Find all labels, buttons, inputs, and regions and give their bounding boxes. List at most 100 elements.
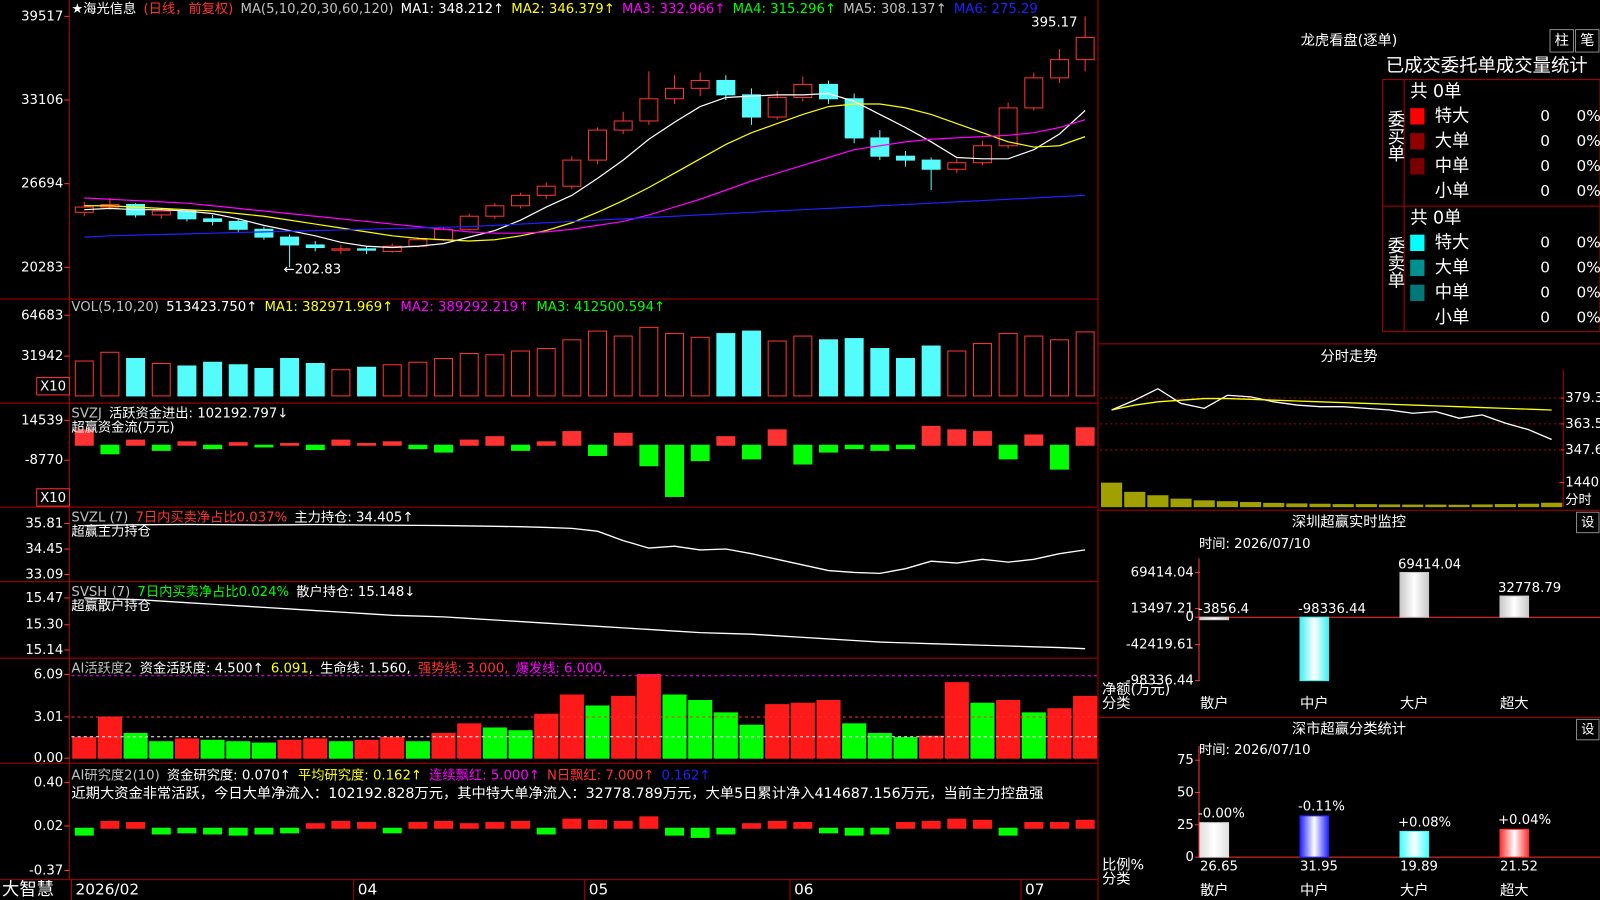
color-swatch [1410, 234, 1425, 252]
bar [485, 822, 505, 829]
y-tick-label: 15.30 [25, 618, 63, 633]
bar [844, 827, 864, 836]
bar [123, 732, 148, 759]
bar [613, 335, 633, 397]
settings-button[interactable] [1576, 718, 1600, 741]
header-item: 资金活跃度: 4.500↑ [140, 660, 264, 676]
view-button-label[interactable]: 笔 [1580, 32, 1594, 49]
candle-body [742, 94, 761, 118]
scale-note-box [36, 377, 70, 396]
bar [408, 822, 428, 829]
candle-body [331, 248, 351, 251]
price-annotation: 395.17 [1031, 15, 1077, 30]
volume-note: 分时 [1565, 492, 1592, 508]
color-swatch [1410, 108, 1425, 125]
volume-bar [1124, 491, 1146, 508]
bar [331, 439, 351, 446]
bar [405, 741, 430, 759]
bar [996, 699, 1021, 759]
header-item: MA1: 348.212↑ [401, 2, 504, 17]
candle-body [639, 98, 659, 122]
bar [639, 444, 659, 467]
y-tick-label: -42419.61 [1126, 638, 1194, 653]
header-item: 平均研究度: 0.162↑ [298, 768, 422, 784]
bar [434, 820, 454, 829]
bar [536, 441, 556, 446]
x-tick-label: 散户 [1200, 882, 1229, 899]
bar [921, 425, 941, 446]
bar [228, 827, 248, 836]
bar [947, 429, 967, 446]
change-label: +0.04% [1498, 813, 1551, 828]
view-button[interactable] [1575, 29, 1600, 53]
header-item: MA5: 308.137↑ [843, 2, 947, 17]
header-item: N日飘红: 7.000↑ [547, 768, 654, 784]
header-item: VOL(5,10,20) [71, 300, 159, 315]
settings-button-label[interactable]: 设 [1581, 514, 1594, 530]
bar [998, 444, 1018, 460]
bar [844, 444, 864, 450]
bar [485, 354, 505, 397]
bar [151, 362, 171, 397]
value-label: -3856.4 [1198, 602, 1249, 617]
row-percent: 0% [1577, 157, 1600, 175]
panel-subtitle: 超赢资金流(万元) [71, 419, 174, 436]
bar [331, 820, 351, 829]
settings-button[interactable] [1576, 511, 1600, 534]
value-label: 69414.04 [1398, 557, 1461, 572]
bar [511, 350, 531, 397]
bar [177, 827, 197, 834]
bar [972, 343, 992, 397]
header-item: 资金研究度: 0.070↑ [167, 768, 291, 784]
volume-bar [1378, 504, 1401, 508]
candle-body [947, 162, 967, 170]
data-line [84, 597, 1086, 650]
row-percent: 0% [1577, 182, 1600, 200]
panel-header: ★海光信息 (日线，前复权) MA(5,10,20,30,60,120) MA1: 3… [71, 0, 1037, 17]
view-button[interactable] [1549, 29, 1574, 53]
bar [1073, 695, 1098, 759]
x-tick-label: 04 [358, 880, 377, 898]
bar [1075, 331, 1095, 397]
volume-bar [1286, 503, 1308, 508]
bar [74, 429, 94, 446]
view-button-label[interactable]: 柱 [1555, 32, 1569, 49]
volume-bar [1263, 502, 1285, 508]
bar [508, 730, 533, 759]
x-tick-label: 中户 [1300, 882, 1329, 899]
color-swatch [1410, 133, 1425, 150]
candle-body [1049, 59, 1069, 79]
bar [354, 739, 379, 759]
row-name: 中单 [1435, 156, 1470, 176]
bar [536, 827, 556, 835]
volume-bar [1494, 504, 1516, 508]
y-tick-label: 34.45 [25, 542, 63, 557]
bar [1024, 434, 1044, 446]
bar [819, 339, 838, 397]
header-item: SVZL (7) [71, 510, 128, 525]
value-label: 21.52 [1500, 859, 1538, 874]
section-label: 委买单 [1384, 110, 1405, 162]
bar [1399, 830, 1430, 858]
volume-bar [1517, 503, 1540, 508]
candle-body [716, 79, 736, 96]
panel-header: SVZL (7) 7日内买卖净占比0.037% 主力持仓: 34.405↑ [71, 509, 413, 525]
bar [972, 819, 992, 829]
bar [482, 727, 507, 759]
panel-title: 深市超赢分类统计 [1292, 721, 1406, 738]
header-item: 主力持仓: 34.405↑ [294, 509, 413, 525]
bar [588, 444, 608, 456]
candle-body [382, 245, 402, 252]
bar [947, 350, 967, 397]
x-tick-label: 超大 [1500, 695, 1529, 712]
bar [72, 737, 97, 759]
settings-button-label[interactable]: 设 [1581, 722, 1594, 738]
bar [305, 444, 325, 451]
data-line [1111, 387, 1552, 441]
candle-body [895, 155, 915, 161]
value-label: 32778.79 [1498, 581, 1561, 596]
y-tick-label: 379.3 [1565, 391, 1600, 406]
y-tick-label: 13497.21 [1131, 602, 1194, 617]
bar [767, 820, 787, 829]
y-tick-label: 26694 [21, 177, 63, 192]
